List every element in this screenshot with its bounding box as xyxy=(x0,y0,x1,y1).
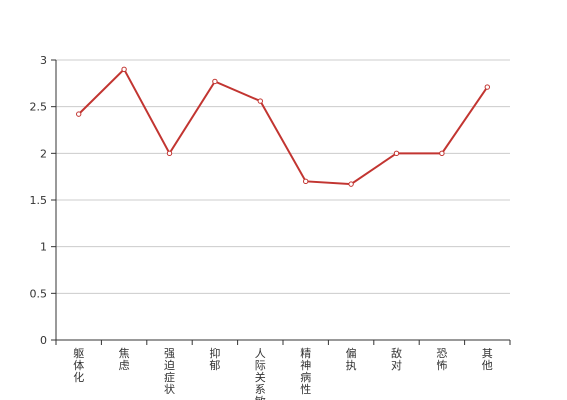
point xyxy=(76,111,82,117)
point xyxy=(121,66,127,73)
x-tick-label: 其他 xyxy=(482,347,493,372)
x-tick-label: 敌对 xyxy=(391,346,402,372)
line xyxy=(77,67,489,186)
y-tick-label: 0.5 xyxy=(30,287,48,300)
point xyxy=(166,150,173,157)
y-tick-label: 1 xyxy=(40,241,47,254)
y-tick-label: 3 xyxy=(40,54,47,67)
y-tick-label: 2 xyxy=(40,147,47,160)
point xyxy=(484,84,490,90)
point xyxy=(439,150,445,157)
y-tick-label: 0 xyxy=(40,334,47,347)
x-tick-label: 人际关系敏感 xyxy=(255,347,266,400)
y-tick-label: 2.5 xyxy=(30,101,48,114)
y-tick-label: 1.5 xyxy=(30,194,48,207)
x-tick-label: 焦虑 xyxy=(119,347,130,372)
point xyxy=(393,150,400,157)
point xyxy=(348,181,354,187)
x-tick-label: 强迫症状 xyxy=(164,347,175,396)
point xyxy=(257,98,263,104)
point xyxy=(303,178,309,185)
x-tick-label: 精神病性 xyxy=(300,347,311,396)
x-tick-label: 恐怖 xyxy=(436,347,447,372)
point xyxy=(212,78,218,85)
x-tick-label: 偏执 xyxy=(346,346,357,372)
x-tick-label: 躯体化 xyxy=(73,347,84,384)
x-tick-label: 抑郁 xyxy=(209,346,220,372)
